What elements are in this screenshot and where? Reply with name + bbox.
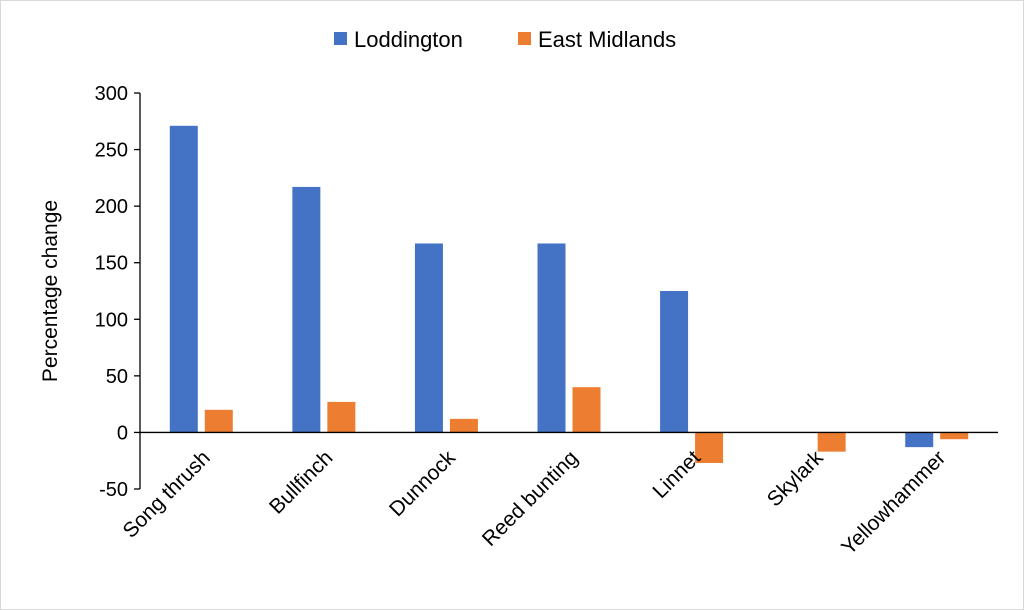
y-tick-label: 250 xyxy=(95,140,128,162)
bar-loddington-song-thrush xyxy=(169,125,198,433)
bar-east-midlands-linnet xyxy=(695,432,724,463)
y-tick-label: 300 xyxy=(95,83,128,105)
y-axis-ticks: -50 0 50 100 150 200 250 300 xyxy=(95,83,140,501)
legend-label-loddington: Loddington xyxy=(354,27,463,52)
x-tick-label-reed-bunting: Reed bunting xyxy=(478,446,583,551)
bar-east-midlands-yellowhammer xyxy=(940,432,969,440)
x-tick-label-song-thrush: Song thrush xyxy=(118,446,214,542)
bar-east-midlands-skylark xyxy=(817,432,846,452)
legend: Loddington East Midlands xyxy=(334,27,676,52)
x-tick-label-linnet: Linnet xyxy=(648,446,705,503)
x-tick-label-yellowhammer: Yellowhammer xyxy=(837,446,950,559)
bar-loddington-bullfinch xyxy=(292,186,321,433)
y-tick-label: 100 xyxy=(95,309,128,331)
bar-loddington-linnet xyxy=(660,291,689,433)
bar-east-midlands-reed-bunting xyxy=(572,387,601,433)
y-axis-title: Percentage change xyxy=(39,200,62,382)
legend-swatch-east-midlands xyxy=(518,32,531,45)
bar-loddington-yellowhammer xyxy=(905,432,934,448)
bar-loddington-dunnock xyxy=(414,243,443,433)
x-tick-label-bullfinch: Bullfinch xyxy=(265,446,337,518)
bars xyxy=(169,125,969,463)
y-tick-label: 0 xyxy=(117,422,128,444)
y-tick-label: 50 xyxy=(106,366,128,388)
y-tick-label: 200 xyxy=(95,196,128,218)
y-tick-label: -50 xyxy=(99,479,128,501)
bar-east-midlands-dunnock xyxy=(449,418,478,433)
x-tick-label-skylark: Skylark xyxy=(763,446,828,511)
bar-east-midlands-song-thrush xyxy=(204,409,233,433)
legend-swatch-loddington xyxy=(334,32,347,45)
y-tick-label: 150 xyxy=(95,253,128,275)
x-tick-label-dunnock: Dunnock xyxy=(385,446,460,521)
x-axis-labels: Song thrush Bullfinch Dunnock Reed bunting L… xyxy=(118,446,950,559)
bar-east-midlands-bullfinch xyxy=(327,401,356,433)
bar-loddington-reed-bunting xyxy=(537,243,566,433)
legend-label-east-midlands: East Midlands xyxy=(538,27,676,52)
